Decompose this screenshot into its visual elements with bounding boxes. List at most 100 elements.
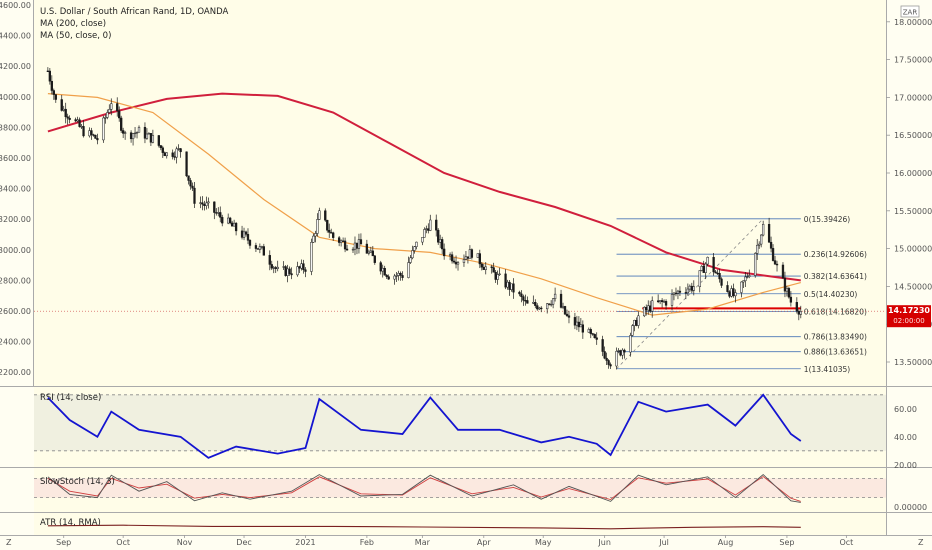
candle-body [104, 117, 107, 119]
candle-body [64, 108, 67, 117]
candle-body [304, 269, 307, 272]
candle-body [581, 324, 584, 333]
candle-body [470, 249, 474, 258]
candle-body [268, 255, 271, 265]
fib-trend-line [616, 218, 764, 370]
candle-body [498, 273, 501, 275]
candle-body [397, 272, 400, 276]
right-axis-tick-label: 15.00000 [894, 245, 932, 254]
candle-body [219, 212, 222, 218]
right-axis-tick-label: 18.00000 [894, 18, 932, 27]
candle-body [492, 267, 495, 273]
time-axis-tick-label: May [535, 538, 552, 547]
rsi-legend: RSI (14, close) [40, 393, 101, 403]
candle-body [332, 232, 335, 238]
time-axis-tick-label: Jun [597, 538, 611, 547]
candle-body [773, 260, 777, 265]
candle-body [506, 281, 509, 288]
zoom-left-icon[interactable]: Z [6, 538, 12, 547]
candle-body [799, 311, 802, 315]
candle-body [345, 248, 349, 251]
candle-body [62, 108, 65, 111]
candle-body [787, 288, 791, 298]
candle-body [496, 274, 499, 280]
candle-body [341, 240, 345, 242]
left-axis-tick-label: 2800.00 [0, 276, 31, 285]
candle-body [603, 351, 606, 359]
zoom-right-icon[interactable]: Z [918, 538, 924, 547]
candle-body [466, 256, 470, 259]
candle-body [760, 234, 763, 245]
candle-body [775, 263, 779, 266]
candle-body [373, 255, 376, 263]
candle-body [512, 283, 515, 293]
candle-body [508, 281, 511, 290]
stoch-d-line [47, 475, 801, 502]
candle-body [88, 130, 91, 137]
candle-body [758, 243, 761, 246]
candle-body [276, 266, 279, 269]
candle-body [706, 256, 709, 265]
candle-body [147, 133, 151, 135]
candle-body [161, 147, 164, 153]
candle-body [789, 296, 793, 303]
candle-body [411, 250, 414, 259]
candle-body [108, 109, 111, 113]
price-panel[interactable] [34, 0, 886, 386]
candle-body [229, 217, 232, 224]
right-axis-tick-label: 14.50000 [894, 282, 932, 291]
candle-body [664, 301, 668, 306]
candle-body [504, 273, 507, 288]
candle-body [48, 70, 52, 82]
ma50-line [47, 93, 801, 316]
candle-body [712, 256, 715, 273]
candle-body [282, 266, 285, 268]
candle-body [193, 187, 196, 204]
candle-body [771, 248, 775, 261]
fib-level-label: 0.886(13.63651) [804, 348, 867, 357]
chart-title: U.S. Dollar / South African Rand, 1D, OA… [40, 7, 228, 17]
candle-body [66, 116, 69, 119]
candle-body [551, 298, 555, 305]
candle-body [270, 264, 273, 269]
ma200-line [47, 92, 801, 282]
candle-body [593, 334, 596, 339]
fib-level-label: 0.382(14.63641) [804, 272, 867, 281]
left-axis-tick-label: 4400.00 [0, 32, 31, 41]
candle-body [732, 288, 735, 297]
candle-body [207, 201, 210, 204]
candle-body [548, 303, 551, 305]
candle-body [205, 202, 208, 207]
candle-body [118, 110, 121, 119]
candle-body [143, 126, 147, 139]
candle-body [221, 217, 224, 224]
left-axis-tick-label: 3400.00 [0, 185, 31, 194]
candle-body [520, 293, 523, 297]
candle-body [797, 310, 800, 315]
candle-body [393, 275, 396, 280]
candle-body [524, 300, 527, 302]
candle-body [559, 293, 563, 308]
candle-body [290, 273, 293, 276]
candle-body [651, 300, 654, 312]
candle-body [351, 248, 355, 251]
candle-body [199, 202, 202, 204]
candle-body [518, 291, 521, 295]
left-axis-tick-label: 2400.00 [0, 338, 31, 347]
fibonacci-retracement[interactable]: 0(15.39426) 0.236(14.92606) 0.382(14.63641… [34, 215, 886, 374]
rsi-axis-tick-label: 40.00 [894, 433, 917, 442]
candle-body [692, 286, 695, 291]
candle-body [230, 222, 234, 227]
candle-body [256, 248, 260, 250]
candle-body [619, 350, 622, 356]
atr-panel[interactable] [34, 513, 886, 535]
left-axis-tick-label: 3600.00 [0, 154, 31, 163]
candle-body [343, 240, 347, 250]
candle-body [359, 239, 363, 245]
candle-body [94, 134, 97, 139]
fib-level-label: 0(15.39426) [804, 215, 850, 224]
rsi-band-fill [34, 394, 886, 451]
candle-body [526, 300, 529, 304]
